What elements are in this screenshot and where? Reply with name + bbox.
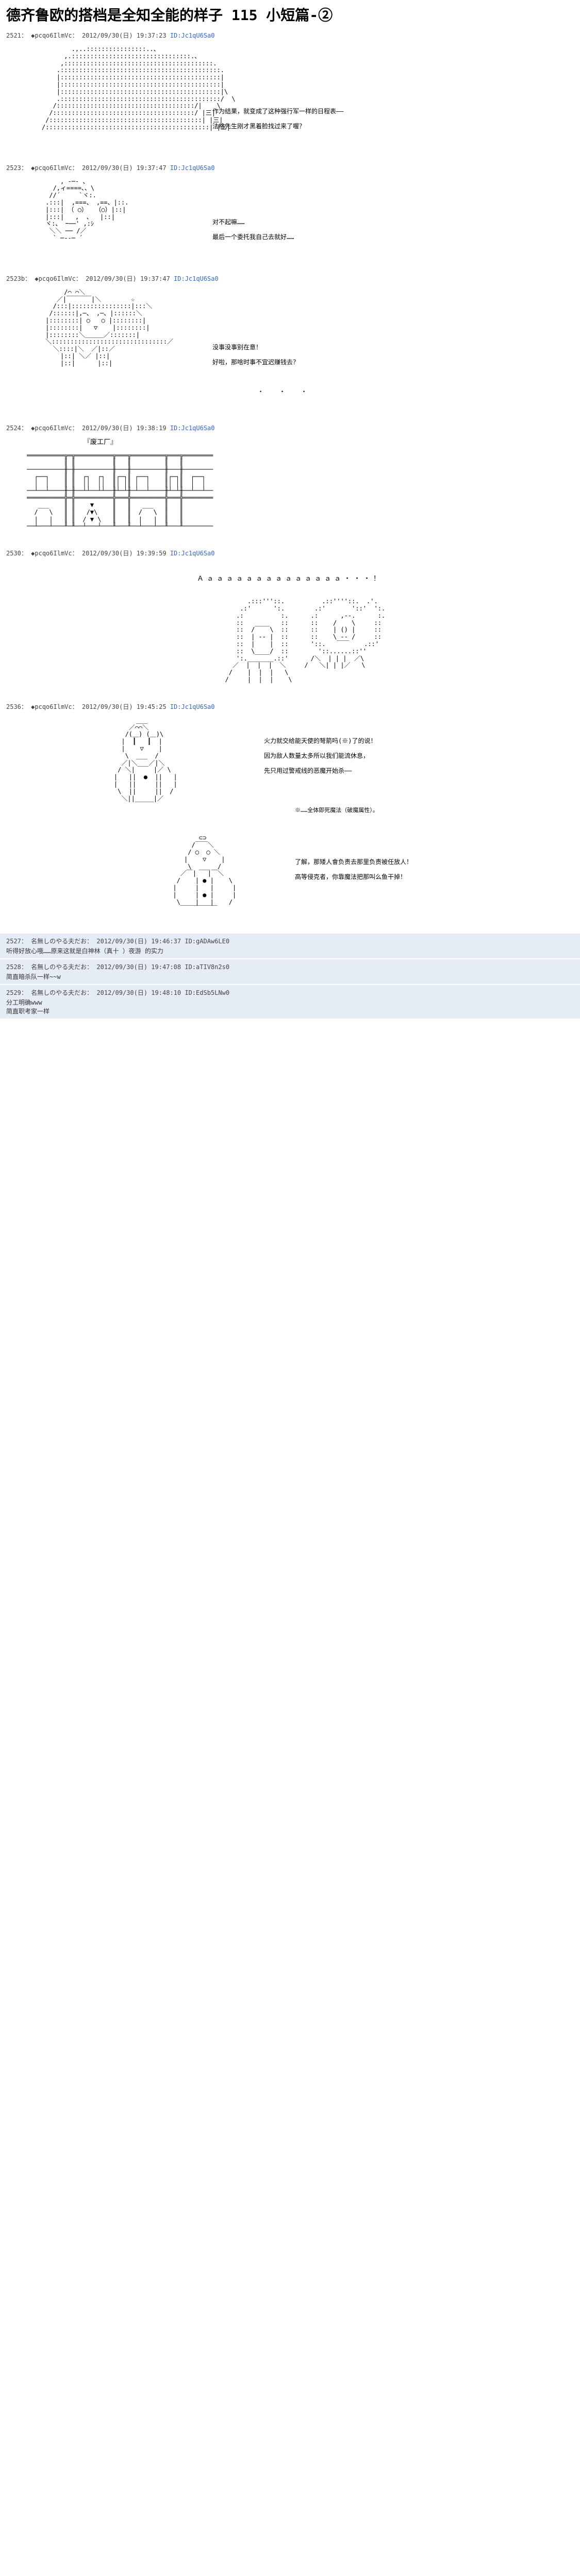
- post-id[interactable]: ID:Jc1qU6Sa0: [170, 703, 215, 710]
- post-meta: 2524： ◆pcqo6IlmVc： 2012/09/30(日) 19:38:1…: [6, 423, 574, 432]
- comment-2528: 2528： 名無しのやる夫だお： 2012/09/30(日) 19:47:08 …: [0, 959, 580, 984]
- post-2530: 2530： ◆pcqo6IlmVc： 2012/09/30(日) 19:39:5…: [0, 547, 580, 700]
- post-trip: ◆pcqo6IlmVc: [31, 32, 72, 39]
- dialogue-line: 没事没事别在意！: [212, 343, 574, 351]
- dialogue-block: 火力就交给能天使的弩箭吗(※)了的说！ 因为敌人数量太多所以我们能流休息， 先只…: [264, 736, 574, 775]
- comment-id[interactable]: ID:gADAw6LE0: [185, 938, 229, 945]
- post-trip: ◆pcqo6IlmVc: [31, 164, 72, 172]
- comment-name: 名無しのやる夫だお: [31, 938, 87, 945]
- post-date: 2012/09/30(日) 19:39:59: [82, 550, 167, 557]
- post-meta: 2523： ◆pcqo6IlmVc： 2012/09/30(日) 19:37:4…: [6, 163, 574, 172]
- dialogue-line: 作为结果，就变成了这种强行军一样的日程表——: [212, 107, 574, 115]
- post-trip: ◆pcqo6IlmVc: [31, 550, 72, 557]
- dialogue-block: 没事没事别在意！ 好啦，那啥时事不宜迟赚钱去？: [212, 343, 574, 366]
- comment-meta: 2528： 名無しのやる夫だお： 2012/09/30(日) 19:47:08 …: [6, 962, 574, 971]
- comment-body: 简直暗杀队一样~~w: [6, 972, 574, 981]
- post-number: 2521: [6, 32, 21, 39]
- comment-date: 2012/09/30(日) 19:46:37: [96, 938, 181, 945]
- post-meta: 2530： ◆pcqo6IlmVc： 2012/09/30(日) 19:39:5…: [6, 549, 574, 557]
- post-trip: ◆pcqo6IlmVc: [35, 275, 75, 282]
- comment-name: 名無しのやる夫だお: [31, 963, 87, 971]
- dialogue-line: 好啦，那啥时事不宜迟赚钱去？: [212, 358, 574, 366]
- post-meta: 2523b： ◆pcqo6IlmVc： 2012/09/30(日) 19:37:…: [6, 274, 574, 283]
- comment-2527: 2527： 名無しのやる夫だお： 2012/09/30(日) 19:46:37 …: [0, 934, 580, 958]
- post-2536: 2536： ◆pcqo6IlmVc： 2012/09/30(日) 19:45:2…: [0, 700, 580, 933]
- post-number: 2523: [6, 164, 21, 172]
- scream-line: Ａａａａａａａａａａａａａａａ・・・！: [6, 573, 574, 583]
- page-title: 德齐鲁欧的搭档是全知全能的样子 115 小短篇-②: [0, 0, 580, 29]
- post-id[interactable]: ID:Jc1qU6Sa0: [170, 425, 215, 432]
- dialogue-block: 作为结果，就变成了这种强行军一样的日程表—— 法格先生刚才黑着脸找过来了喔？: [212, 107, 574, 130]
- post-2524: 2524： ◆pcqo6IlmVc： 2012/09/30(日) 19:38:1…: [0, 421, 580, 547]
- dialogue-line: 高等侵克者，你靠魔法把那叫么鱼干掉！: [295, 872, 574, 881]
- post-number: 2536: [6, 703, 21, 710]
- scene-label: 『废工厂』: [84, 436, 574, 446]
- comment-name: 名無しのやる夫だお: [31, 989, 87, 996]
- post-number: 2524: [6, 425, 21, 432]
- post-date: 2012/09/30(日) 19:38:19: [82, 425, 167, 432]
- comment-number: 2527: [6, 938, 21, 945]
- post-2523: 2523： ◆pcqo6IlmVc： 2012/09/30(日) 19:37:4…: [0, 161, 580, 272]
- dialogue-line: 对不起嘛……: [212, 217, 574, 226]
- dialogue-line: 法格先生刚才黑着脸找过来了喔？: [212, 122, 574, 130]
- post-number: 2523b: [6, 275, 25, 282]
- dialogue-block: 对不起嘛…… 最后一个委托我自己去就好……: [212, 217, 574, 241]
- post-2523b: 2523b： ◆pcqo6IlmVc： 2012/09/30(日) 19:37:…: [0, 272, 580, 421]
- dialogue-line: 最后一个委托我自己去就好……: [212, 232, 574, 241]
- dialogue-line: 先只用过警戒线的恶魔开始杀——: [264, 766, 574, 775]
- comment-date: 2012/09/30(日) 19:47:08: [96, 963, 181, 971]
- dialogue-line: 火力就交给能天使的弩箭吗(※)了的说！: [264, 736, 574, 745]
- ascii-art-factory: ══════════╦═╦══════════╦═══╦═════════╦══…: [27, 452, 574, 531]
- comment-meta: 2527： 名無しのやる夫だお： 2012/09/30(日) 19:46:37 …: [6, 937, 574, 945]
- post-id[interactable]: ID:Jc1qU6Sa0: [174, 275, 219, 282]
- post-meta: 2521： ◆pcqo6IlmVc： 2012/09/30(日) 19:37:2…: [6, 31, 574, 40]
- comment-body: 分工明确www 简直职考家一样: [6, 998, 574, 1015]
- comment-date: 2012/09/30(日) 19:48:10: [96, 989, 181, 996]
- transition-dots: ・・・: [6, 387, 574, 396]
- post-date: 2012/09/30(日) 19:37:47: [82, 164, 167, 172]
- post-id[interactable]: ID:Jc1qU6Sa0: [170, 550, 215, 557]
- footnote: ※……全体即死魔法（破魔属性）。: [295, 806, 574, 814]
- post-2521: 2521： ◆pcqo6IlmVc： 2012/09/30(日) 19:37:2…: [0, 29, 580, 161]
- comment-id[interactable]: ID:EdSb5LNw0: [185, 989, 229, 996]
- post-id[interactable]: ID:Jc1qU6Sa0: [170, 164, 215, 172]
- comment-number: 2528: [6, 963, 21, 971]
- post-id[interactable]: ID:Jc1qU6Sa0: [170, 32, 215, 39]
- comment-meta: 2529： 名無しのやる夫だお： 2012/09/30(日) 19:48:10 …: [6, 988, 574, 997]
- post-date: 2012/09/30(日) 19:37:47: [86, 275, 170, 282]
- dialogue-line: 因为敌人数量太多所以我们能流休息，: [264, 751, 574, 760]
- post-number: 2530: [6, 550, 21, 557]
- ascii-art-monsters: .:::'''::. .::''''::. .'. .:' ':. .:' ':…: [151, 598, 574, 684]
- dialogue-line: 了解，那矮人會负责去那里负责被任放人！: [295, 857, 574, 866]
- post-meta: 2536： ◆pcqo6IlmVc： 2012/09/30(日) 19:45:2…: [6, 702, 574, 711]
- post-date: 2012/09/30(日) 19:37:23: [82, 32, 167, 39]
- dialogue-block: 了解，那矮人會负责去那里负责被任放人！ 高等侵克者，你靠魔法把那叫么鱼干掉！: [295, 857, 574, 881]
- post-date: 2012/09/30(日) 19:45:25: [82, 703, 167, 710]
- post-trip: ◆pcqo6IlmVc: [31, 425, 72, 432]
- comment-body: 听得好放心哦……原来这就是白神林（真十 ）夜游 的实力: [6, 946, 574, 955]
- comment-id[interactable]: ID:aTIV8n2s0: [185, 963, 229, 971]
- post-trip: ◆pcqo6IlmVc: [31, 703, 72, 710]
- comment-2529: 2529： 名無しのやる夫だお： 2012/09/30(日) 19:48:10 …: [0, 985, 580, 1019]
- comment-number: 2529: [6, 989, 21, 996]
